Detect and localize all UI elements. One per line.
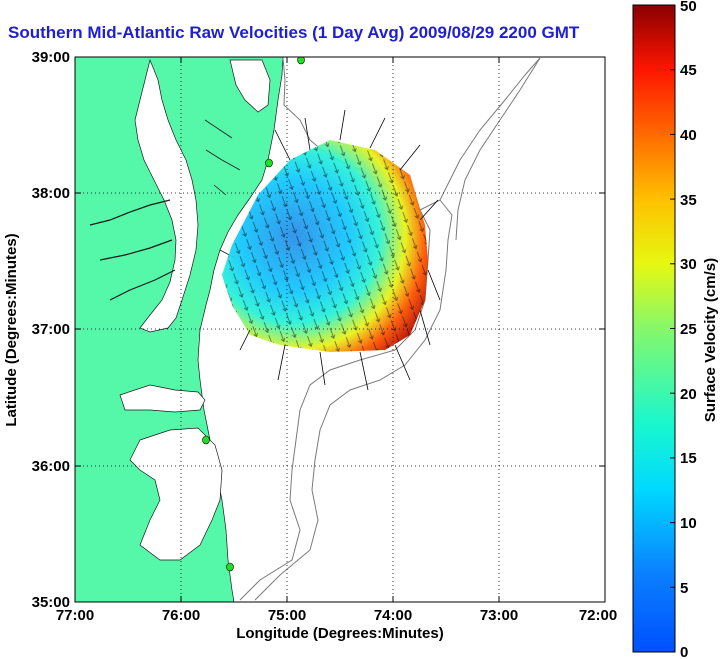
colorbar-tick-label: 45 <box>680 62 697 79</box>
colorbar-tick-label: 15 <box>680 450 697 467</box>
potomac-river <box>89 199 176 301</box>
station-marker <box>202 435 210 445</box>
y-tick-label: 35:00 <box>32 594 70 611</box>
colorbar-tick-label: 40 <box>680 127 697 144</box>
colorbar-tick-label: 20 <box>680 386 697 403</box>
x-tick-label: 72:00 <box>579 607 617 624</box>
radar-stations <box>202 57 305 572</box>
x-axis-label: Longitude (Degrees:Minutes) <box>236 625 444 642</box>
station-marker <box>226 562 234 572</box>
colorbar-tick-label: 50 <box>680 0 697 15</box>
colorbar-tick-label: 25 <box>680 321 697 338</box>
y-tick-label: 37:00 <box>32 321 70 338</box>
y-tick-label: 39:00 <box>32 49 70 66</box>
x-tick-labels: 77:00 76:00 75:00 74:00 73:00 72:00 <box>56 607 617 624</box>
grid-lines <box>75 57 605 602</box>
x-tick-label: 75:00 <box>268 607 306 624</box>
colorbar-gradient <box>632 4 676 653</box>
tick-marks <box>75 57 605 602</box>
x-tick-label: 76:00 <box>162 607 200 624</box>
station-marker <box>265 158 273 168</box>
y-tick-label: 38:00 <box>32 185 70 202</box>
delmarva-inlets <box>204 119 241 259</box>
albemarle-sound <box>119 384 206 413</box>
colorbar-tick-label: 10 <box>680 515 697 532</box>
colorbar-tick-label: 35 <box>680 192 697 209</box>
x-tick-label: 73:00 <box>480 607 518 624</box>
outer-vectors <box>239 109 441 391</box>
x-tick-label: 77:00 <box>56 607 94 624</box>
colorbar: 50 45 40 35 30 25 20 15 10 5 0 Surface V… <box>632 0 719 659</box>
x-tick-label: 74:00 <box>374 607 412 624</box>
colorbar-ticks <box>670 4 675 588</box>
y-tick-label: 36:00 <box>32 458 70 475</box>
y-axis-label: Latitude (Degrees:Minutes) <box>3 233 20 426</box>
y-tick-labels: 39:00 38:00 37:00 36:00 35:00 <box>32 49 70 611</box>
colorbar-tick-label: 0 <box>680 644 688 659</box>
map-title: Southern Mid-Atlantic Raw Velocities (1 … <box>8 23 580 42</box>
colorbar-tick-label: 30 <box>680 256 697 273</box>
bathymetry-contour-3 <box>254 199 453 601</box>
bathymetry-contour-4 <box>455 57 541 241</box>
colorbar-label: Surface Velocity (cm/s) <box>702 258 719 422</box>
station-marker <box>297 57 305 65</box>
plot-area <box>75 57 605 602</box>
colorbar-tick-label: 5 <box>680 580 688 597</box>
chesapeake-bay <box>134 58 199 333</box>
velocity-field <box>222 109 441 391</box>
delaware-bay <box>229 59 271 113</box>
